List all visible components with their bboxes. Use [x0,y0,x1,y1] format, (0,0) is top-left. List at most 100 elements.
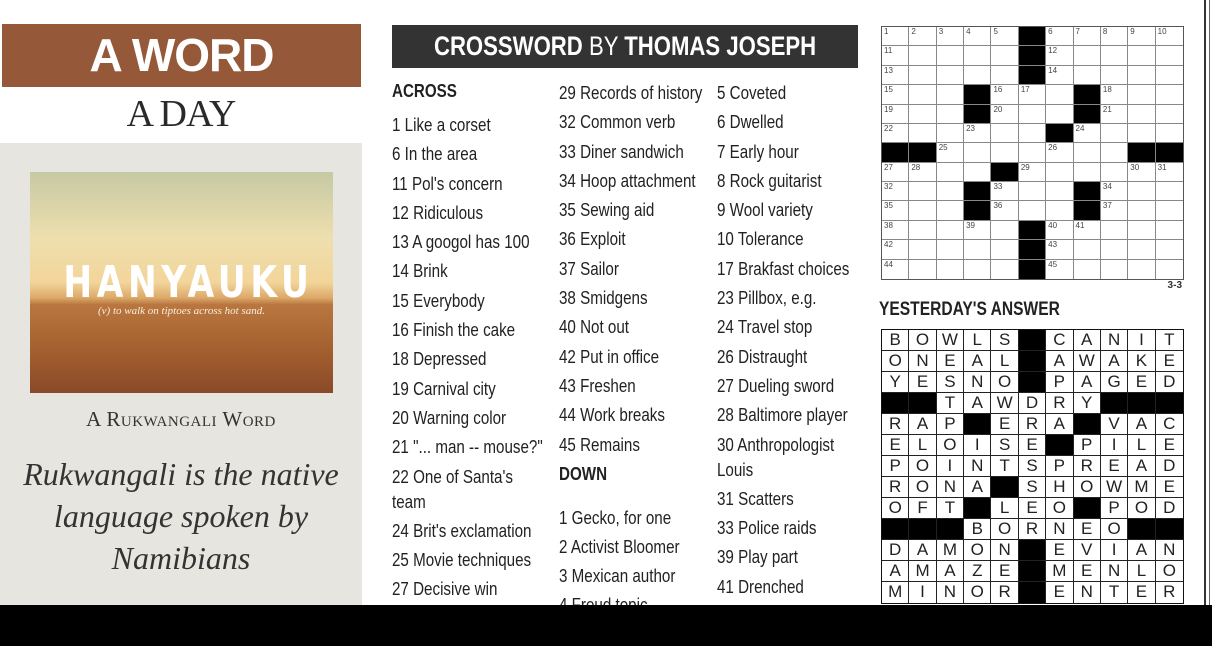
grid-square [1155,201,1183,221]
grid-square [937,259,965,279]
word-description: Rukwangali is the native language spoken… [23,456,339,576]
grid-square [1128,85,1156,105]
puzzle-date: 3-3 [1167,280,1182,291]
grid-square [1101,259,1129,279]
black-square [964,498,992,519]
answer-letter: E [1128,582,1156,603]
grid-square [909,259,937,279]
grid-square [909,85,937,105]
answer-letter: G [1100,372,1129,393]
answer-letter: A [1046,351,1074,372]
grid-square [1155,221,1183,241]
answer-letter: O [964,540,992,561]
grid-square: 12 [1046,46,1074,66]
answer-letter: O [1128,498,1156,519]
across-clue: 16 Finish the cake [392,319,516,341]
black-square [1100,393,1129,414]
yesterdays-answer-label: YESTERDAY'S ANSWER [879,299,1060,320]
answer-letter: V [1100,414,1129,435]
crossword-title: CROSSWORD BY THOMAS JOSEPH [392,25,858,68]
grid-square: 19 [882,104,910,124]
down-clue: 2 Activist Bloomer [559,535,680,557]
answer-letter: I [936,456,965,477]
answer-letter: A [1100,351,1129,372]
answer-letter: E [1155,351,1183,372]
grid-square: 10 [1155,27,1183,47]
answer-letter: E [1100,456,1129,477]
grid-square [1073,143,1101,163]
answer-letter: O [909,330,937,351]
answer-letter: N [964,372,992,393]
answer-letter: P [1100,498,1129,519]
answer-letter: R [1018,519,1047,540]
answer-letter: O [1100,519,1129,540]
across-clue: 43 Freshen [559,374,636,396]
answer-letter: E [991,414,1019,435]
answer-letter: N [991,540,1019,561]
grid-square: 32 [882,182,910,202]
black-square [1018,240,1047,260]
answer-letter: O [909,477,937,498]
grid-square [1046,85,1074,105]
grid-square: 20 [991,104,1019,124]
answer-letter: A [1128,456,1156,477]
grid-square [1155,182,1183,202]
across-clue: 35 Sewing aid [559,199,655,221]
grid-square: 15 [882,85,910,105]
answer-letter: E [1128,372,1156,393]
grid-square [1155,85,1183,105]
grid-square [1018,182,1047,202]
grid-square [1100,65,1129,86]
grid-square [991,46,1019,66]
grid-square [1100,143,1129,163]
grid-square [1128,46,1156,66]
black-square [1018,65,1047,86]
answer-letter: O [909,456,937,477]
clues-column-1: ACROSS 1 Like a corset 6 In the area 11 Pol… [392,80,543,606]
down-clue: 17 Brakfast choices [717,257,850,279]
black-square [909,519,937,540]
down-clue: 7 Early hour [717,140,799,162]
answer-letter: N [909,351,937,372]
answer-letter: M [909,561,937,582]
grid-square [936,162,965,183]
grid-square: 22 [882,123,910,144]
grid-square [1073,46,1101,66]
grid-square: 23 [964,123,992,144]
answer-letter: L [964,330,992,351]
answer-letter: T [936,498,965,519]
answer-letter: E [909,372,937,393]
across-clue: 29 Records of history [559,82,703,103]
grid-square [936,220,965,241]
grid-square: 13 [882,65,910,86]
grid-square: 39 [964,220,992,241]
answer-letter: N [964,456,992,477]
answer-letter: D [1155,498,1183,519]
across-clue: 22 One of Santa's team [392,465,513,512]
answer-letter: I [1100,435,1129,456]
clues-column-3: 5 Coveted 6 Dwelled 7 Early hour 8 Rock gui… [717,80,856,603]
down-clue: 1 Gecko, for one [559,506,672,528]
answer-letter: L [991,351,1019,372]
across-clue: 40 Not out [559,316,630,338]
black-square [1073,498,1101,519]
answer-letter: C [1046,330,1074,351]
grid-square [1128,201,1156,221]
grid-square [1100,46,1129,66]
across-clue: 34 Hoop attachment [559,169,696,191]
answer-letter: R [1163,582,1176,601]
black-square [1073,104,1101,124]
grid-square [1155,46,1183,66]
across-clue: 32 Common verb [559,111,676,133]
black-square [1018,27,1047,47]
answer-letter: T [936,393,965,414]
answer-letter: I [1100,540,1129,561]
grid-square [991,65,1019,86]
crossword-title-by: BY [588,31,619,61]
grid-square: 11 [882,46,910,66]
black-square [1155,393,1183,414]
black-square [1018,561,1047,582]
answer-letter: D [1155,372,1183,393]
answer-letter: D [1018,393,1047,414]
